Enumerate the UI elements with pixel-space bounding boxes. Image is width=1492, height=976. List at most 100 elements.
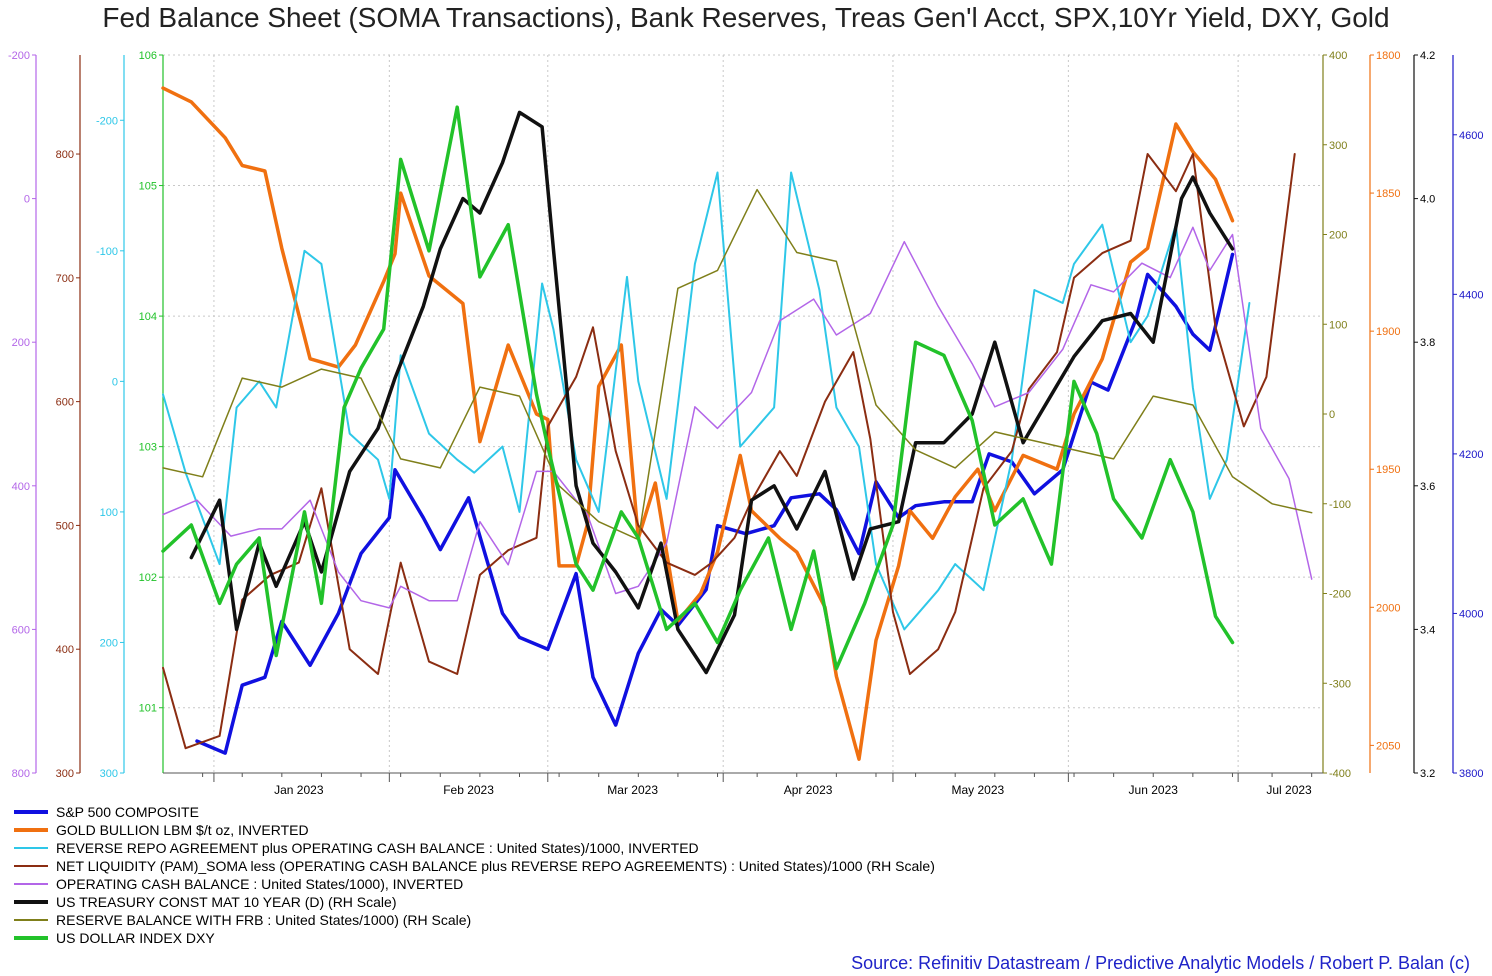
y-tick-label-reserves-4: 0 [1329, 409, 1335, 421]
legend-swatch [14, 847, 48, 849]
y-tick-label-rrp-0: -200 [96, 115, 118, 127]
y-axis-gold: 1800 1850 1900 1950 2000 2050 [1369, 50, 1400, 773]
legend-swatch [14, 810, 48, 814]
y-tick-label-spx-4: 3800 [1459, 768, 1483, 780]
y-tick-label-tnx-2: 3.8 [1420, 337, 1435, 349]
series-line-0 [195, 252, 1235, 755]
y-tick-label-tga-4: 600 [12, 624, 30, 636]
y-tick-label-dxy-2: 104 [139, 311, 157, 323]
y-tick-label-tga-1: 0 [24, 194, 30, 206]
legend-label: GOLD BULLION LBM $/t oz, INVERTED [56, 822, 309, 838]
y-axis-reserves: 400 300 200 100 0 -100 -200 -300 -400 [1322, 50, 1351, 780]
y-tick-label-tga-5: 800 [12, 768, 30, 780]
y-tick-label-spx-3: 4000 [1459, 608, 1483, 620]
legend-swatch [14, 828, 48, 832]
y-tick-label-reserves-2: 200 [1329, 230, 1347, 242]
legend-label: US DOLLAR INDEX DXY [56, 930, 215, 946]
legend-swatch [14, 936, 48, 940]
y-tick-label-dxy-0: 106 [139, 50, 157, 62]
y-tick-label-tnx-4: 3.4 [1420, 624, 1435, 636]
legend-label: US TREASURY CONST MAT 10 YEAR (D) (RH Sc… [56, 894, 397, 910]
y-tick-label-reserves-0: 400 [1329, 50, 1347, 62]
legend-item: S&P 500 COMPOSITE [14, 803, 935, 821]
y-tick-label-netliq-0: 800 [56, 149, 74, 161]
legend-label: OPERATING CASH BALANCE : United States/1… [56, 876, 464, 892]
y-tick-label-dxy-1: 105 [139, 181, 157, 193]
axes-layer: -2000200400600800800700600500400300-200-… [8, 50, 1484, 780]
y-tick-label-netliq-5: 300 [56, 768, 74, 780]
y-tick-label-gold-0: 1800 [1376, 50, 1400, 62]
y-axis-tnx: 4.2 4.0 3.8 3.6 3.4 3.2 [1413, 50, 1435, 780]
series-line-6 [162, 188, 1313, 541]
source-credit: Source: Refinitiv Datastream / Predictiv… [851, 953, 1470, 973]
y-tick-label-netliq-2: 600 [56, 397, 74, 409]
y-tick-label-tnx-1: 4.0 [1420, 194, 1435, 206]
legend-swatch [14, 919, 48, 921]
y-tick-label-spx-1: 4400 [1459, 289, 1483, 301]
y-tick-label-rrp-2: 0 [112, 376, 118, 388]
legend-item: GOLD BULLION LBM $/t oz, INVERTED [14, 821, 935, 839]
y-tick-label-rrp-1: -100 [96, 246, 118, 258]
y-tick-label-reserves-7: -300 [1329, 678, 1351, 690]
legend-item: RESERVE BALANCE WITH FRB : United States… [14, 911, 935, 929]
y-axis-spx: 4600 4400 4200 4000 3800 [1452, 55, 1483, 780]
x-tick-label-2: Mar 2023 [607, 783, 658, 797]
grid-layer [163, 54, 1323, 773]
x-tick-label-4: May 2023 [951, 783, 1004, 797]
y-axis-rrp: -200 -100 0 100 200 300 [96, 55, 125, 780]
y-tick-label-netliq-1: 700 [56, 273, 74, 285]
y-tick-label-gold-5: 2050 [1376, 740, 1400, 752]
series-line-2 [162, 171, 1251, 631]
y-tick-label-dxy-5: 101 [139, 703, 157, 715]
series-line-7 [161, 105, 1235, 671]
legend-swatch [14, 865, 48, 867]
y-axis-tga: -200 0 200 400 600 800 [8, 50, 37, 780]
y-tick-label-reserves-8: -400 [1329, 768, 1351, 780]
y-tick-label-tga-3: 400 [12, 481, 30, 493]
legend-item: NET LIQUIDITY (PAM)_SOMA less (OPERATING… [14, 857, 935, 875]
y-tick-label-reserves-6: -200 [1329, 589, 1351, 601]
y-tick-label-spx-2: 4200 [1459, 449, 1483, 461]
legend-label: RESERVE BALANCE WITH FRB : United States… [56, 912, 472, 928]
series-line-5 [189, 110, 1235, 675]
y-tick-label-rrp-4: 200 [100, 637, 118, 649]
x-tick-label-3: Apr 2023 [784, 783, 833, 797]
y-tick-label-rrp-3: 100 [100, 507, 118, 519]
y-tick-label-tnx-0: 4.2 [1420, 50, 1435, 62]
legend-swatch [14, 900, 48, 904]
y-axis-netliq: 800 700 600 500 400 300 [56, 55, 81, 780]
y-tick-label-gold-1: 1850 [1376, 188, 1400, 200]
y-tick-label-tga-2: 200 [12, 337, 30, 349]
legend: S&P 500 COMPOSITE GOLD BULLION LBM $/t oz… [14, 803, 935, 947]
legend-item: OPERATING CASH BALANCE : United States/1… [14, 875, 935, 893]
x-tick-label-5: Jun 2023 [1129, 783, 1179, 797]
y-tick-label-tga-0: -200 [8, 50, 30, 62]
x-tick-label-1: Feb 2023 [443, 783, 494, 797]
x-tick-label-0: Jan 2023 [274, 783, 324, 797]
y-tick-label-rrp-5: 300 [100, 768, 118, 780]
y-tick-label-reserves-5: -100 [1329, 499, 1351, 511]
series-layer [161, 86, 1313, 761]
y-tick-label-reserves-3: 100 [1329, 319, 1347, 331]
y-tick-label-reserves-1: 300 [1329, 140, 1347, 152]
y-tick-label-gold-4: 2000 [1376, 602, 1400, 614]
legend-item: REVERSE REPO AGREEMENT plus OPERATING CA… [14, 839, 935, 857]
x-axis: Jan 2023 Feb 2023 Mar 2023 Apr 2023 May 2023… [163, 772, 1323, 797]
series-line-4 [162, 226, 1313, 609]
legend-swatch [14, 883, 48, 885]
legend-label: REVERSE REPO AGREEMENT plus OPERATING CA… [56, 840, 699, 856]
y-tick-label-dxy-3: 103 [139, 442, 157, 454]
y-tick-label-netliq-3: 500 [56, 520, 74, 532]
y-tick-label-tnx-5: 3.2 [1420, 768, 1435, 780]
chart-title: Fed Balance Sheet (SOMA Transactions), B… [102, 2, 1390, 33]
legend-label: NET LIQUIDITY (PAM)_SOMA less (OPERATING… [56, 858, 935, 874]
y-tick-label-gold-3: 1950 [1376, 464, 1400, 476]
y-tick-label-tnx-3: 3.6 [1420, 481, 1435, 493]
series-line-3 [162, 153, 1296, 750]
y-tick-label-dxy-4: 102 [139, 572, 157, 584]
x-tick-label-6: Jul 2023 [1266, 783, 1312, 797]
y-tick-label-netliq-4: 400 [56, 644, 74, 656]
legend-label: S&P 500 COMPOSITE [56, 804, 199, 820]
y-tick-label-gold-2: 1900 [1376, 326, 1400, 338]
